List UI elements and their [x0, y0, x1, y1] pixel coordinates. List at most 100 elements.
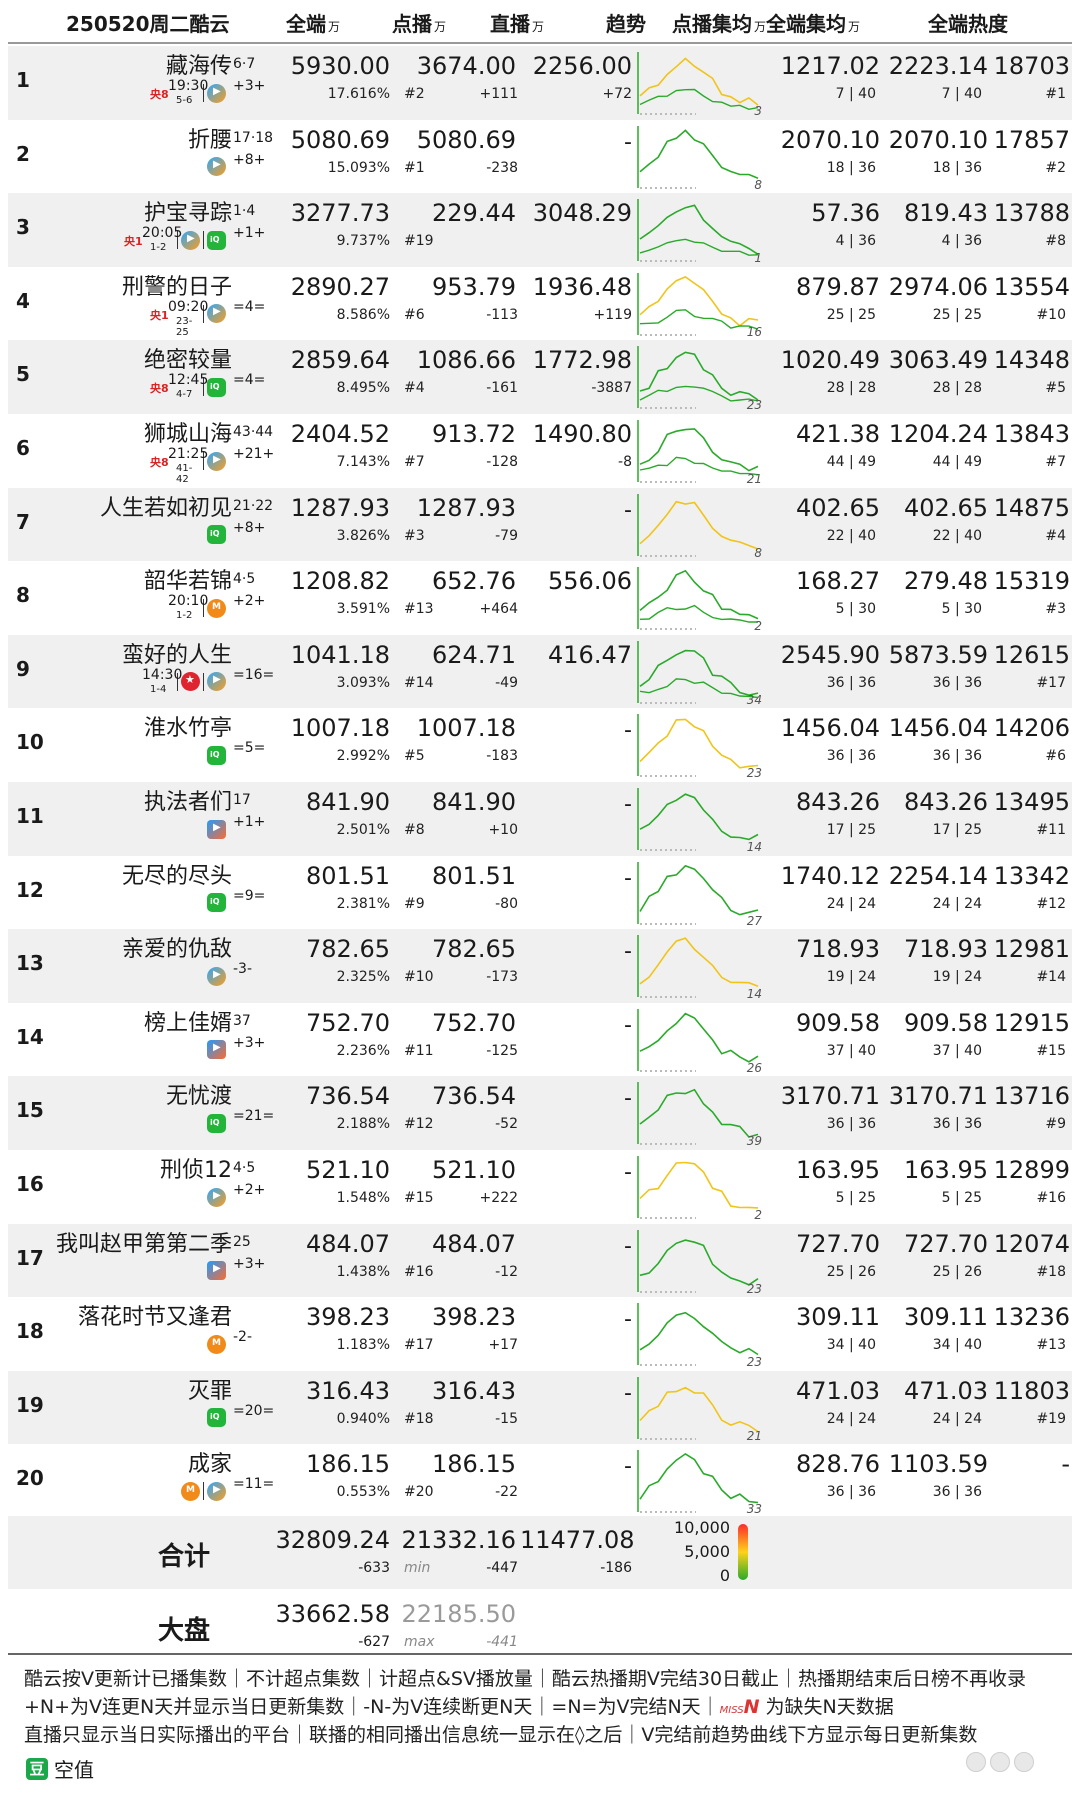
- episodes-today: 43·44: [233, 424, 274, 440]
- vod-avg: 1020.49: [780, 346, 880, 375]
- drama-title[interactable]: 折腰: [187, 127, 232, 153]
- totals-row: 合计 32809.24 -633 21332.16 min -447 11477…: [8, 1516, 1072, 1589]
- live-views: -: [624, 129, 632, 155]
- all-avg: 909.58: [904, 1008, 988, 1037]
- drama-title[interactable]: 无忧渡: [165, 1084, 232, 1110]
- heat-rank: #2: [1045, 159, 1066, 176]
- vod-avg-episodes: 36 | 36: [826, 674, 876, 691]
- iqiyi-icon: [207, 745, 226, 765]
- heat-score: 13554: [993, 272, 1070, 301]
- drama-title[interactable]: 绝密较量: [143, 348, 232, 374]
- scale-top-label: 10,000: [674, 1518, 730, 1537]
- update-status: +21+: [233, 446, 275, 462]
- platform-strip: 央8 21:25 41-42: [150, 446, 226, 485]
- platform-strip: [207, 1329, 226, 1359]
- trend-sparkline: 23: [636, 342, 764, 412]
- trend-sparkline: 14: [636, 931, 764, 1001]
- drama-title[interactable]: 亲爱的仇敌: [121, 937, 232, 963]
- drama-title[interactable]: 无尽的尽头: [121, 863, 232, 889]
- vod-views: 484.07: [432, 1229, 516, 1258]
- trend-sparkline: 33: [636, 1446, 764, 1516]
- heat-rank: #7: [1045, 454, 1066, 470]
- trend-days: 14: [746, 840, 762, 854]
- drama-title[interactable]: 蛮好的人生: [121, 642, 232, 668]
- drama-title[interactable]: 刑警的日子: [121, 274, 232, 300]
- drama-title[interactable]: 护宝寻踪: [143, 201, 232, 227]
- all-avg: 402.65: [904, 493, 988, 522]
- trend-days: 1: [754, 251, 762, 266]
- heat-score: 12981: [993, 935, 1070, 964]
- youku-icon: [207, 819, 226, 839]
- vod-rank: #5: [404, 748, 425, 765]
- vod-views: 5080.69: [416, 125, 516, 154]
- update-status: +2+: [233, 593, 266, 610]
- vod-avg-episodes: 37 | 40: [826, 1042, 876, 1059]
- tv-episodes: 23-25: [176, 315, 193, 338]
- market-share: 3.591%: [336, 601, 390, 618]
- tencent-video-icon: [207, 1481, 226, 1501]
- drama-title[interactable]: 灭罪: [187, 1378, 232, 1404]
- drama-title[interactable]: 藏海传: [165, 54, 232, 79]
- all-views: 782.65: [306, 935, 390, 964]
- vod-views: 1007.18: [416, 714, 516, 743]
- douban-icon: 豆: [26, 1757, 48, 1780]
- drama-title[interactable]: 狮城山海: [143, 422, 232, 447]
- drama-title[interactable]: 执法者们: [143, 790, 232, 815]
- all-avg: 309.11: [904, 1303, 988, 1332]
- trend-days: 34: [746, 692, 762, 707]
- heat-score: 13716: [993, 1082, 1070, 1111]
- all-avg-episodes: 4 | 36: [941, 233, 982, 250]
- all-avg-episodes: 28 | 28: [932, 380, 982, 397]
- vod-rank: #14: [404, 674, 434, 691]
- platform-strip: [207, 1108, 226, 1138]
- drama-title[interactable]: 刑侦12: [160, 1158, 232, 1183]
- drama-title[interactable]: 我叫赵甲第第二季: [55, 1231, 232, 1257]
- live-delta: -8: [618, 454, 632, 470]
- update-status: =5=: [233, 740, 266, 757]
- all-views: 3277.73: [290, 199, 390, 228]
- rank-number: 7: [16, 509, 30, 534]
- vod-avg-episodes: 34 | 40: [826, 1337, 876, 1354]
- trend-sparkline: 27: [636, 858, 764, 928]
- iqiyi-icon: [207, 1113, 226, 1133]
- all-avg-episodes: 7 | 40: [941, 86, 982, 102]
- drama-title[interactable]: 韶华若锦: [143, 569, 232, 595]
- market-vod: 22185.50: [401, 1600, 516, 1628]
- all-avg: 819.43: [904, 199, 988, 228]
- update-status: +3+: [233, 78, 266, 94]
- episodes-today: 37: [233, 1012, 251, 1029]
- rank-number: 6: [16, 436, 30, 460]
- scale-mid-label: 5,000: [684, 1542, 730, 1561]
- market-share: 1.548%: [336, 1190, 390, 1206]
- vod-avg: 727.70: [796, 1229, 880, 1258]
- vod-rank: #2: [404, 86, 425, 102]
- platform-strip: [207, 1182, 226, 1212]
- vod-avg-episodes: 19 | 24: [826, 969, 876, 986]
- market-share: 2.501%: [336, 822, 390, 838]
- vod-views: 782.65: [432, 935, 516, 964]
- tv-broadcast: 央8 21:25 41-42: [150, 446, 208, 485]
- drama-title[interactable]: 人生若如初见: [99, 495, 232, 521]
- live-views: -: [624, 718, 632, 744]
- all-avg-episodes: 17 | 25: [932, 822, 982, 838]
- drama-title[interactable]: 成家: [187, 1452, 232, 1478]
- trend-sparkline: 21: [636, 1373, 764, 1443]
- vod-views: 1287.93: [416, 493, 516, 522]
- update-status: =4=: [233, 298, 266, 315]
- vod-delta: -79: [495, 527, 518, 544]
- all-avg-episodes: 36 | 36: [932, 1484, 982, 1501]
- drama-title[interactable]: 落花时节又逢君: [77, 1305, 232, 1331]
- vod-delta: +17: [488, 1337, 518, 1354]
- drama-title[interactable]: 榜上佳婿: [143, 1010, 232, 1036]
- vod-rank: #9: [404, 895, 425, 912]
- trend-sparkline: 23: [636, 710, 764, 780]
- drama-title[interactable]: 淮水竹亭: [143, 716, 232, 742]
- tv-channel: 央1: [150, 308, 169, 322]
- all-avg: 727.70: [904, 1229, 988, 1258]
- trend-sparkline: 14: [636, 784, 764, 854]
- heat-rank: #11: [1036, 822, 1066, 838]
- market-all: 33662.58: [275, 1600, 390, 1628]
